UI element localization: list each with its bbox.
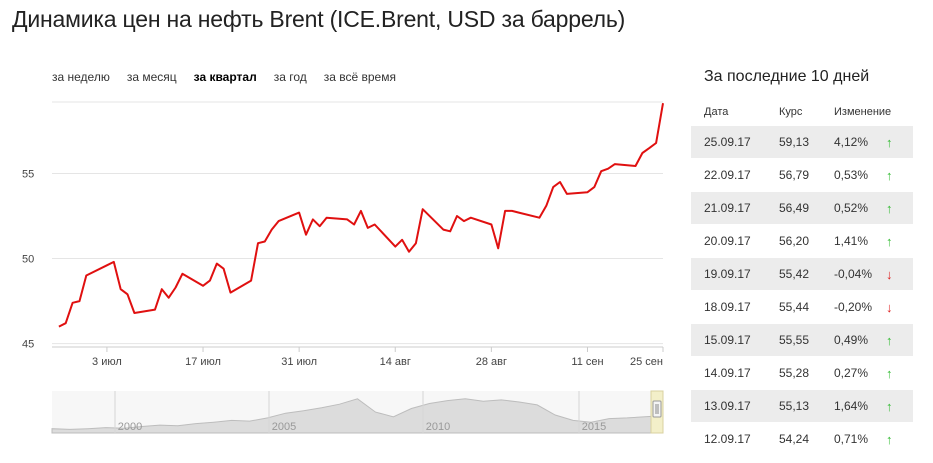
arrow-up-icon: ↑	[886, 365, 893, 381]
row-change: 4,12%	[834, 135, 869, 149]
y-tick-label: 45	[22, 339, 34, 351]
arrow-down-icon: ↓	[886, 299, 893, 315]
row-date: 12.09.17	[704, 432, 751, 446]
x-tick-label: 17 июл	[185, 356, 221, 368]
row-rate: 55,42	[779, 267, 810, 281]
navigator-handle[interactable]	[652, 400, 662, 418]
table-row: 14.09.17 55,28 0,27% ↑	[691, 356, 913, 389]
row-rate: 55,28	[779, 366, 810, 380]
tab-quarter[interactable]: за квартал	[193, 70, 257, 84]
arrow-up-icon: ↑	[886, 233, 893, 249]
row-date: 22.09.17	[704, 168, 751, 182]
x-tick-label: 14 авг	[380, 356, 411, 368]
row-date: 14.09.17	[704, 366, 751, 380]
row-change: 0,49%	[834, 333, 869, 347]
table-row: 20.09.17 56,20 1,41% ↑	[691, 224, 913, 257]
row-change: -0,04%	[834, 267, 873, 281]
arrow-up-icon: ↑	[886, 332, 893, 348]
table-row: 19.09.17 55,42 -0,04% ↓	[691, 257, 913, 290]
navigator-year-label: 2005	[272, 421, 296, 433]
price-line	[58, 103, 664, 328]
row-rate: 56,79	[779, 168, 810, 182]
row-change: 0,53%	[834, 168, 869, 182]
table-row: 22.09.17 56,79 0,53% ↑	[691, 158, 913, 191]
row-rate: 55,55	[779, 333, 810, 347]
row-date: 25.09.17	[704, 135, 751, 149]
arrow-up-icon: ↑	[886, 134, 893, 150]
tab-month[interactable]: за месяц	[126, 70, 177, 84]
row-rate: 59,13	[779, 135, 810, 149]
navigator-year-label: 2015	[582, 421, 606, 433]
page-title: Динамика цен на нефть Brent (ICE.Brent, …	[12, 6, 626, 32]
arrow-down-icon: ↓	[886, 266, 893, 282]
navigator-history-area	[51, 398, 664, 434]
table-body: 25.09.17 59,13 4,12% ↑ 22.09.17 56,79 0,53% ↑ 21…	[691, 125, 913, 455]
x-tick-label: 31 июл	[281, 356, 317, 368]
row-change: 0,52%	[834, 201, 869, 215]
table-row: 12.09.17 54,24 0,71% ↑	[691, 422, 913, 455]
table-row: 15.09.17 55,55 0,49% ↑	[691, 323, 913, 356]
price-chart[interactable]: 45 50 55 3 июл 17 июл 31 июл 14 авг 28 авг 11 се…	[0, 95, 672, 445]
x-tick-label: 11 сен	[571, 356, 603, 368]
row-change: 0,27%	[834, 366, 869, 380]
row-rate: 55,44	[779, 300, 810, 314]
row-rate: 55,13	[779, 399, 810, 413]
row-change: 1,64%	[834, 399, 869, 413]
arrow-up-icon: ↑	[886, 167, 893, 183]
period-tabs: за неделю за месяц за квартал за год за …	[52, 70, 413, 84]
y-tick-label: 55	[22, 168, 34, 180]
table-row: 25.09.17 59,13 4,12% ↑	[691, 125, 913, 158]
table-row: 21.09.17 56,49 0,52% ↑	[691, 191, 913, 224]
y-tick-label: 50	[22, 254, 34, 266]
row-date: 13.09.17	[704, 399, 751, 413]
row-change: 1,41%	[834, 234, 869, 248]
x-tick-label: 25 сен	[630, 356, 663, 368]
table-row: 13.09.17 55,13 1,64% ↑	[691, 389, 913, 422]
arrow-up-icon: ↑	[886, 398, 893, 414]
row-date: 20.09.17	[704, 234, 751, 248]
x-tick-label: 3 июл	[92, 356, 122, 368]
row-date: 15.09.17	[704, 333, 751, 347]
row-date: 18.09.17	[704, 300, 751, 314]
last-10-days-panel: За последние 10 дней Дата Курс Изменение…	[691, 68, 913, 455]
row-rate: 56,49	[779, 201, 810, 215]
row-change: 0,71%	[834, 432, 869, 446]
header-rate: Курс	[779, 105, 803, 118]
table-header: Дата Курс Изменение	[691, 98, 913, 125]
row-change: -0,20%	[834, 300, 873, 314]
x-tick-label: 28 авг	[476, 356, 507, 368]
row-date: 19.09.17	[704, 267, 751, 281]
tab-year[interactable]: за год	[273, 70, 307, 84]
header-change: Изменение	[834, 105, 892, 118]
tab-all-time[interactable]: за всё время	[323, 70, 396, 84]
arrow-up-icon: ↑	[886, 431, 893, 447]
row-date: 21.09.17	[704, 201, 751, 215]
row-rate: 54,24	[779, 432, 810, 446]
tab-week[interactable]: за неделю	[52, 70, 110, 84]
arrow-up-icon: ↑	[886, 200, 893, 216]
header-date: Дата	[704, 105, 729, 118]
table-row: 18.09.17 55,44 -0,20% ↓	[691, 290, 913, 323]
navigator-year-label: 2000	[118, 421, 142, 433]
table-title: За последние 10 дней	[704, 68, 870, 85]
row-rate: 56,20	[779, 234, 810, 248]
navigator-year-label: 2010	[426, 421, 450, 433]
